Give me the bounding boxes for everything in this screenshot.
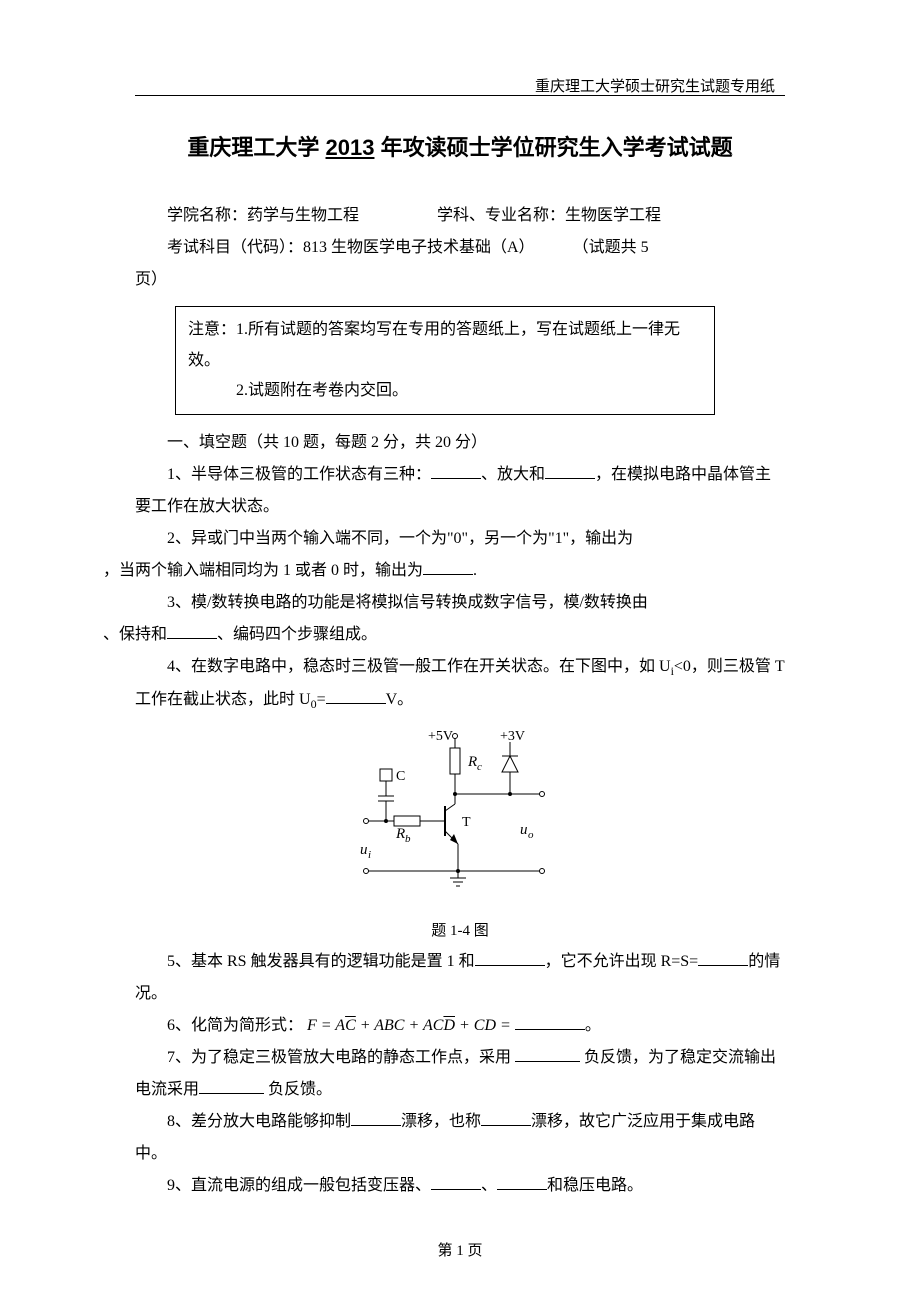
- notice-line1: 注意：1.所有试题的答案均写在专用的答题纸上，写在试题纸上一律无效。: [188, 315, 702, 376]
- q8: 8、差分放大电路能够抑制漂移，也称漂移，故它广泛应用于集成电路中。: [135, 1106, 785, 1170]
- q3: 3、模/数转换电路的功能是将模拟信号转换成数字信号，模/数转换由 、保持和、编码…: [135, 587, 785, 651]
- blank: [698, 950, 748, 966]
- q2: 2、异或门中当两个输入端不同，一个为"0"，另一个为"1"，输出为 ，当两个输入…: [135, 523, 785, 587]
- q2-c: .: [473, 562, 477, 579]
- blank: [515, 1046, 580, 1062]
- blank: [199, 1078, 264, 1094]
- blank: [481, 1110, 531, 1126]
- svg-text:c: c: [477, 761, 482, 773]
- section-title: 一、填空题（共 10 题，每题 2 分，共 20 分）: [135, 427, 785, 459]
- section-1: 一、填空题（共 10 题，每题 2 分，共 20 分） 1、半导体三极管的工作状…: [135, 427, 785, 1201]
- svg-text:o: o: [528, 829, 534, 841]
- exam-title: 重庆理工大学 2013 年攻读硕士学位研究生入学考试试题: [135, 130, 785, 165]
- blank: [497, 1174, 547, 1190]
- meta-major: 学科、专业名称：生物医学工程: [437, 207, 661, 224]
- blank: [351, 1110, 401, 1126]
- title-part1: 重庆理工大学: [187, 135, 325, 160]
- blank: [515, 1014, 585, 1030]
- q6: 6、化简为简形式： F = AC + ABC + ACD + CD = 。: [135, 1010, 785, 1042]
- q5: 5、基本 RS 触发器具有的逻辑功能是置 1 和，它不允许出现 R=S=的情况。: [135, 946, 785, 1010]
- q6-formula: F = AC + ABC + ACD + CD =: [307, 1017, 515, 1034]
- notice-line2: 2.试题附在考卷内交回。: [188, 376, 702, 406]
- q4-a: 4、在数字电路中，稳态时三极管一般工作在开关状态。在下图中，如 U: [167, 658, 671, 675]
- figure-caption: 题 1-4 图: [135, 916, 785, 946]
- svg-text:b: b: [405, 833, 411, 845]
- q7-a: 7、为了稳定三极管放大电路的静态工作点，采用: [167, 1049, 515, 1066]
- circuit-diagram: +5VRc+3VTRbCuiuo: [350, 726, 570, 896]
- q5-a: 5、基本 RS 触发器具有的逻辑功能是置 1 和: [167, 953, 475, 970]
- q1-b: 、放大和: [481, 466, 545, 483]
- q9-a: 9、直流电源的组成一般包括变压器、: [167, 1177, 431, 1194]
- q4-c: =: [317, 691, 326, 708]
- blank: [431, 1174, 481, 1190]
- blank: [167, 623, 217, 639]
- svg-text:i: i: [368, 849, 371, 861]
- blank: [431, 463, 481, 479]
- meta-pages2: 页）: [135, 264, 785, 296]
- svg-text:u: u: [520, 822, 528, 838]
- meta-college: 学院名称：药学与生物工程: [167, 207, 359, 224]
- header-rule: [135, 95, 785, 96]
- meta-block: 学院名称：药学与生物工程 学科、专业名称：生物医学工程 考试科目（代码）：813…: [135, 200, 785, 296]
- blank: [423, 559, 473, 575]
- q8-b: 漂移，也称: [401, 1113, 481, 1130]
- q9-b: 、: [481, 1177, 497, 1194]
- q8-a: 8、差分放大电路能够抑制: [167, 1113, 351, 1130]
- title-year: 2013: [326, 135, 375, 160]
- svg-text:u: u: [360, 842, 368, 858]
- q7-c: 负反馈。: [264, 1081, 332, 1098]
- meta-pages: （试题共 5: [573, 239, 649, 256]
- q6-a: 6、化简为简形式：: [167, 1017, 303, 1034]
- blank: [545, 463, 595, 479]
- svg-text:R: R: [467, 754, 477, 770]
- q7: 7、为了稳定三极管放大电路的静态工作点，采用 负反馈，为了稳定交流输出电流采用 …: [135, 1042, 785, 1106]
- svg-text:+5V: +5V: [428, 729, 453, 744]
- q4: 4、在数字电路中，稳态时三极管一般工作在开关状态。在下图中，如 Ui<0，则三极…: [135, 651, 785, 715]
- svg-text:C: C: [396, 769, 405, 784]
- blank: [326, 688, 386, 704]
- q6-d: 。: [585, 1017, 601, 1034]
- q2-a: 2、异或门中当两个输入端不同，一个为"0"，另一个为"1"，输出为: [167, 530, 633, 547]
- q5-b: ，它不允许出现 R=S=: [545, 953, 699, 970]
- q3-b: 、保持和: [103, 626, 167, 643]
- notice-box: 注意：1.所有试题的答案均写在专用的答题纸上，写在试题纸上一律无效。 2.试题附…: [175, 306, 715, 415]
- circuit-figure: +5VRc+3VTRbCuiuo: [135, 726, 785, 908]
- q1-a: 1、半导体三极管的工作状态有三种：: [167, 466, 431, 483]
- meta-subject: 考试科目（代码）：813 生物医学电子技术基础（A）: [167, 239, 535, 256]
- q3-a: 3、模/数转换电路的功能是将模拟信号转换成数字信号，模/数转换由: [167, 594, 648, 611]
- header-right: 重庆理工大学硕士研究生试题专用纸: [535, 75, 775, 96]
- page-footer: 第 1 页: [0, 1239, 920, 1260]
- title-part2: 年攻读硕士学位研究生入学考试试题: [374, 135, 732, 160]
- q3-c: 、编码四个步骤组成。: [217, 626, 377, 643]
- svg-text:+3V: +3V: [500, 729, 525, 744]
- q9-c: 和稳压电路。: [547, 1177, 643, 1194]
- q1: 1、半导体三极管的工作状态有三种：、放大和，在模拟电路中晶体管主要工作在放大状态…: [135, 459, 785, 523]
- blank: [475, 950, 545, 966]
- svg-text:R: R: [395, 826, 405, 842]
- q9: 9、直流电源的组成一般包括变压器、 、 和稳压电路。: [135, 1170, 785, 1202]
- svg-text:T: T: [462, 815, 471, 830]
- q2-b: ，当两个输入端相同均为 1 或者 0 时，输出为: [103, 562, 423, 579]
- q4-d: V。: [386, 691, 414, 708]
